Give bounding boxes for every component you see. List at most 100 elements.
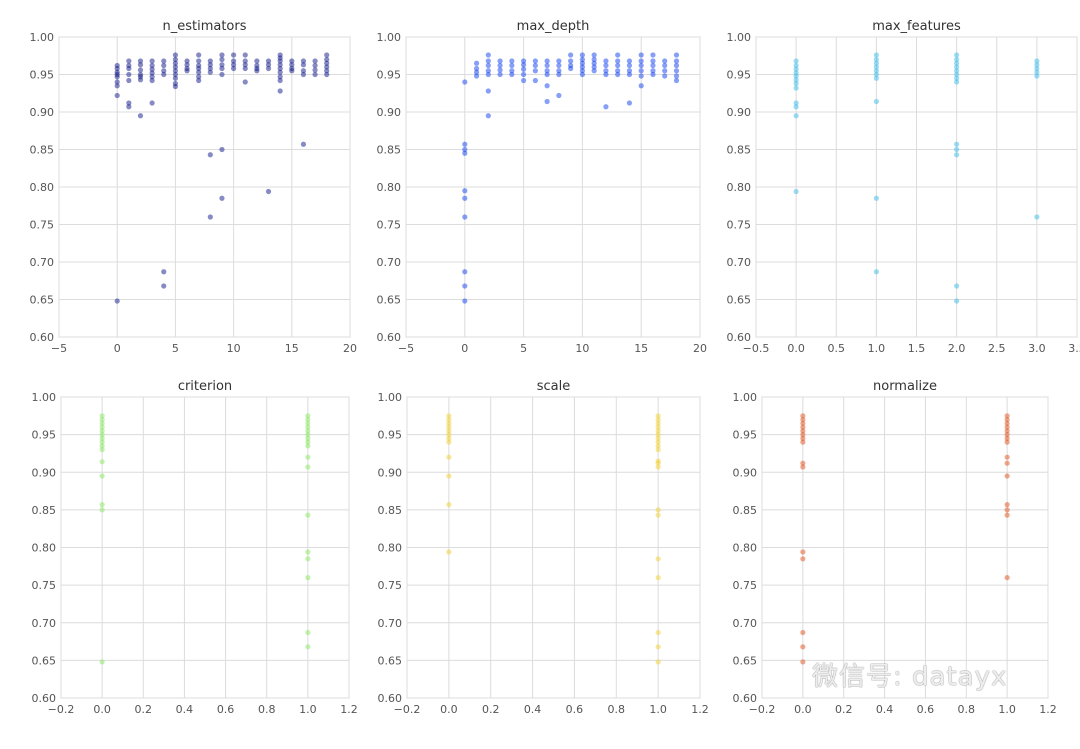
- x-tick-label: 15: [285, 342, 299, 355]
- data-point: [99, 428, 105, 434]
- x-tick-label: 0.0: [440, 703, 458, 716]
- data-point: [99, 659, 105, 665]
- data-point: [312, 71, 318, 78]
- data-point: [149, 74, 155, 80]
- data-point: [544, 62, 550, 69]
- data-point: [126, 104, 132, 110]
- data-point: [184, 68, 190, 74]
- x-tick-label: 0: [114, 342, 121, 355]
- data-point: [446, 435, 452, 441]
- y-tick-label: 0.65: [30, 294, 55, 307]
- data-point: [161, 269, 167, 275]
- subplot-title: normalize: [873, 379, 937, 394]
- x-tick-label: 1.2: [340, 703, 358, 716]
- data-point: [655, 420, 661, 426]
- data-point: [1004, 413, 1010, 419]
- data-point: [99, 459, 105, 465]
- data-point: [1004, 460, 1010, 466]
- data-point: [615, 62, 621, 69]
- data-point: [265, 62, 272, 68]
- data-point: [172, 60, 178, 66]
- data-point: [873, 75, 879, 81]
- y-tick-label: 0.65: [378, 654, 403, 667]
- data-point: [305, 428, 311, 434]
- x-tick-label: 0.8: [958, 703, 976, 716]
- data-point: [603, 71, 609, 78]
- data-point: [462, 195, 468, 201]
- y-tick-label: 0.80: [32, 542, 57, 555]
- data-point: [626, 100, 633, 106]
- data-point: [462, 141, 468, 147]
- y-tick-label: 0.90: [377, 106, 402, 119]
- data-point: [462, 146, 468, 153]
- y-tick-label: 0.95: [727, 69, 752, 82]
- x-tick-label: 1.2: [691, 703, 709, 716]
- data-point: [873, 64, 879, 70]
- y-tick-label: 0.85: [733, 504, 758, 517]
- data-point: [99, 413, 105, 419]
- data-point: [800, 413, 806, 419]
- data-point: [161, 58, 167, 64]
- x-tick-label: 5: [520, 342, 527, 355]
- data-point: [462, 269, 468, 275]
- data-point: [873, 68, 879, 74]
- data-point: [446, 439, 452, 445]
- data-point: [446, 432, 452, 438]
- data-point: [446, 502, 452, 508]
- data-point: [114, 79, 120, 85]
- data-point: [497, 62, 503, 69]
- data-point: [662, 62, 668, 69]
- data-point: [591, 56, 597, 63]
- y-tick-label: 0.70: [32, 617, 57, 630]
- x-tick-label: 1.0: [649, 703, 667, 716]
- data-point: [114, 92, 120, 99]
- data-point: [954, 60, 960, 66]
- data-point: [615, 68, 621, 74]
- data-point: [793, 113, 799, 119]
- data-point: [305, 435, 311, 441]
- data-point: [954, 56, 960, 63]
- data-point: [662, 68, 668, 74]
- data-point: [873, 52, 879, 58]
- data-point: [509, 71, 515, 78]
- data-point: [137, 58, 144, 64]
- y-tick-label: 0.65: [727, 294, 752, 307]
- data-point: [277, 69, 283, 75]
- data-point: [289, 68, 295, 74]
- data-point: [473, 65, 480, 72]
- y-tick-label: 0.70: [30, 256, 55, 269]
- data-point: [655, 512, 661, 518]
- data-point: [172, 75, 178, 81]
- data-point: [305, 549, 311, 555]
- data-point: [462, 214, 468, 220]
- data-point: [793, 66, 799, 72]
- data-point: [231, 58, 237, 64]
- data-point: [99, 435, 105, 441]
- data-point: [99, 473, 105, 479]
- data-point: [126, 71, 132, 78]
- data-point: [242, 62, 248, 68]
- data-point: [446, 420, 452, 426]
- x-tick-label: 0.8: [608, 703, 626, 716]
- data-point: [655, 464, 661, 470]
- data-point: [1034, 65, 1040, 72]
- data-point: [954, 64, 960, 70]
- data-point: [954, 71, 960, 78]
- data-point: [532, 77, 538, 84]
- subplot-title: max_features: [872, 19, 961, 34]
- data-point: [556, 62, 562, 69]
- y-tick-label: 0.90: [733, 466, 758, 479]
- data-point: [305, 420, 311, 426]
- data-point: [673, 77, 680, 84]
- data-point: [800, 556, 806, 562]
- y-tick-label: 0.85: [377, 144, 402, 157]
- data-point: [277, 77, 283, 84]
- data-point: [1004, 428, 1010, 434]
- data-point: [305, 439, 311, 445]
- data-point: [638, 52, 644, 58]
- y-tick-label: 0.60: [32, 692, 57, 705]
- data-point: [305, 629, 311, 636]
- y-tick-label: 0.60: [377, 331, 402, 344]
- data-point: [196, 69, 202, 75]
- data-point: [114, 74, 120, 80]
